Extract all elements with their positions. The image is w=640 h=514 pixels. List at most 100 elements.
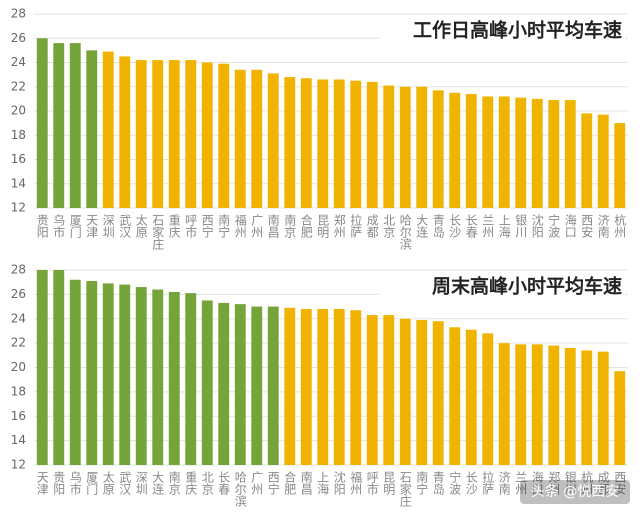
x-tick-label: 银川	[514, 214, 528, 238]
x-tick-label: 拉萨	[481, 470, 495, 495]
bar	[416, 319, 428, 465]
bar	[564, 100, 576, 208]
x-tick-label: 杭州	[580, 470, 594, 495]
x-tick-label: 济南	[497, 470, 511, 495]
y-tick-label: 16	[11, 409, 26, 423]
x-tick-label: 广州	[250, 471, 264, 495]
bar	[597, 114, 609, 208]
x-tick-label: 太原	[134, 213, 148, 238]
x-tick-label: 武汉	[118, 214, 132, 238]
bar	[581, 113, 593, 208]
x-tick-label: 厦门	[85, 471, 99, 495]
x-tick-label: 长沙	[448, 214, 462, 238]
y-tick-label: 22	[11, 336, 26, 350]
bar	[251, 69, 263, 209]
bar	[69, 279, 81, 465]
x-tick-label: 郑州	[547, 470, 561, 495]
bar	[135, 287, 147, 465]
bar	[185, 293, 197, 465]
bar	[36, 270, 48, 465]
x-tick-label: 南京	[283, 213, 297, 239]
x-tick-label: 兰州	[481, 214, 495, 238]
bar	[102, 283, 114, 465]
bar	[201, 62, 213, 208]
x-tick-label: 青岛	[431, 214, 445, 239]
x-tick-label: 成都	[365, 214, 379, 238]
bar	[597, 351, 609, 465]
x-tick-label: 广州	[250, 214, 264, 238]
bar	[284, 307, 296, 465]
bar	[498, 343, 510, 465]
y-tick-label: 12	[11, 458, 26, 472]
y-tick-label: 20	[11, 104, 26, 118]
title-background	[380, 16, 625, 46]
x-tick-label: 海口	[563, 213, 577, 238]
bar	[531, 344, 543, 465]
y-tick-label: 18	[11, 384, 26, 398]
x-tick-label: 杭州	[613, 213, 627, 238]
x-tick-label: 济南	[596, 213, 610, 238]
x-tick-label: 拉萨	[349, 213, 363, 238]
x-tick-label: 银川	[563, 471, 577, 495]
x-tick-label: 长春	[464, 214, 478, 239]
bar	[416, 86, 428, 208]
bar	[465, 329, 477, 465]
x-tick-label: 重庆	[184, 471, 198, 495]
bar	[333, 79, 345, 208]
bar	[251, 306, 263, 465]
bar	[218, 302, 230, 465]
bar	[564, 348, 576, 465]
bar	[317, 309, 329, 465]
x-tick-label: 深圳	[134, 471, 148, 495]
x-tick-label: 福州	[233, 213, 247, 238]
x-tick-label: 南宁	[415, 470, 429, 495]
x-tick-label: 南京	[167, 470, 181, 496]
bar	[152, 60, 164, 209]
y-tick-label: 28	[11, 7, 26, 21]
x-tick-label: 长春	[217, 471, 231, 496]
bar	[432, 321, 444, 465]
watermark: 头条 @悦西安	[531, 483, 619, 500]
x-tick-label: 石家庄	[398, 471, 412, 508]
x-tick-label: 合肥	[299, 213, 313, 238]
bar	[350, 80, 362, 208]
y-tick-label: 24	[11, 311, 26, 325]
bar	[267, 306, 279, 465]
bar	[383, 315, 395, 465]
x-tick-label: 哈尔滨	[233, 471, 247, 507]
x-tick-label: 呼市	[365, 471, 379, 495]
x-tick-label: 南昌	[299, 470, 313, 495]
bar	[218, 63, 230, 209]
x-tick-label: 长沙	[464, 471, 478, 495]
x-tick-label: 呼市	[184, 214, 198, 238]
chart-title: 周末高峰小时平均车速	[432, 275, 622, 298]
bar	[300, 78, 312, 208]
bar	[482, 333, 494, 465]
bar	[201, 300, 213, 465]
bar	[86, 50, 98, 208]
x-tick-label: 北京	[200, 471, 214, 496]
x-tick-label: 石家庄	[151, 214, 165, 251]
chart-title: 工作日高峰小时平均车速	[413, 19, 622, 42]
x-tick-label: 沈阳	[530, 213, 544, 238]
bar	[432, 90, 444, 208]
y-tick-label: 28	[11, 263, 26, 277]
bar	[300, 309, 312, 465]
bar	[234, 69, 246, 209]
y-tick-label: 14	[11, 433, 26, 447]
x-tick-label: 合肥	[283, 470, 297, 495]
bar	[86, 280, 98, 465]
x-tick-label: 贵阳	[52, 471, 66, 495]
y-tick-label: 26	[11, 31, 26, 45]
bar	[36, 38, 48, 208]
x-tick-label: 重庆	[167, 214, 181, 238]
title-background	[380, 272, 625, 302]
bar	[350, 310, 362, 465]
y-tick-label: 20	[11, 360, 26, 374]
bar	[548, 100, 560, 208]
x-tick-label: 兰州	[514, 471, 528, 495]
bar	[449, 92, 461, 208]
x-tick-label: 福州	[349, 470, 363, 495]
bar	[614, 123, 626, 208]
